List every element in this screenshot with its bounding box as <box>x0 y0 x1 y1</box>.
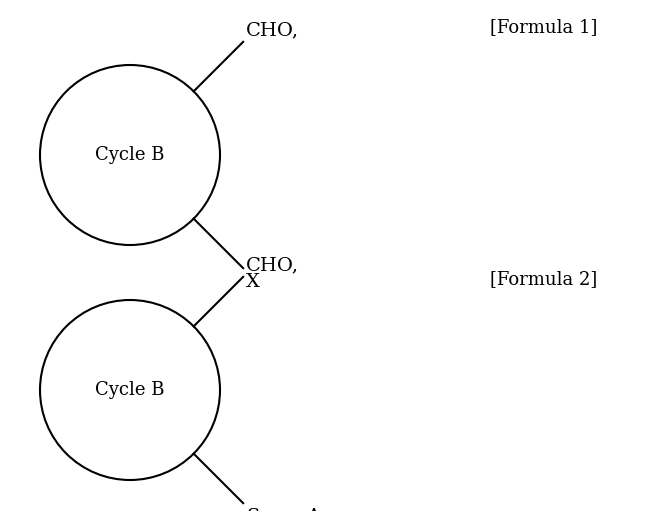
Text: [Formula 2]: [Formula 2] <box>490 270 597 288</box>
Text: Cycle B: Cycle B <box>96 381 165 399</box>
Text: X: X <box>246 273 260 291</box>
Text: [Formula 1]: [Formula 1] <box>490 18 597 36</box>
Text: CHO,: CHO, <box>246 256 299 274</box>
Text: Cycle B: Cycle B <box>96 146 165 164</box>
Text: A;: A; <box>306 508 327 511</box>
Text: CHO,: CHO, <box>246 21 299 39</box>
Text: Se: Se <box>246 508 271 511</box>
